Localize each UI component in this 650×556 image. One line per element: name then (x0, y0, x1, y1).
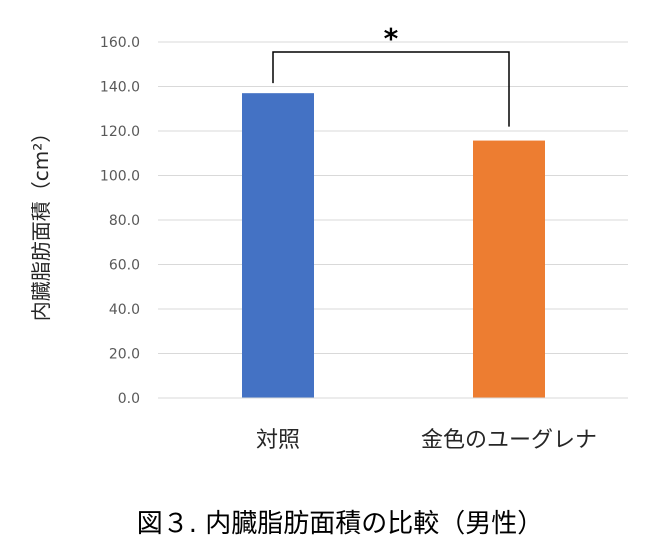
y-tick-label: 140.0 (100, 80, 140, 96)
bars (242, 93, 545, 399)
significance-mark: * (384, 22, 399, 55)
significance-bracket-line (272, 51, 510, 127)
x-axis-categories: 対照 金色のユーグレナ (256, 428, 597, 453)
gridlines (158, 41, 628, 354)
y-tick-label: 20.0 (109, 347, 140, 363)
y-tick-label: 40.0 (109, 302, 140, 318)
y-tick-label: 60.0 (109, 258, 140, 274)
bar-1 (242, 93, 314, 399)
y-axis-title: 内臓脂肪面積（cm²） (29, 123, 53, 322)
y-tick-label: 160.0 (100, 35, 140, 51)
x-category-label: 金色のユーグレナ (421, 428, 597, 453)
y-tick-label: 80.0 (109, 213, 140, 229)
figure-caption: 図３. 内臓脂肪面積の比較（男性） (137, 509, 544, 539)
x-category-label: 対照 (256, 428, 300, 453)
y-axis-ticks: 0.0 20.0 40.0 60.0 80.0 100.0 120.0 140.0 160.0 (100, 35, 140, 407)
y-tick-label: 120.0 (100, 124, 140, 140)
significance-bracket: * (272, 22, 510, 127)
bar-2 (473, 140, 545, 398)
y-tick-label: 100.0 (100, 169, 140, 185)
y-tick-label: 0.0 (118, 391, 140, 407)
